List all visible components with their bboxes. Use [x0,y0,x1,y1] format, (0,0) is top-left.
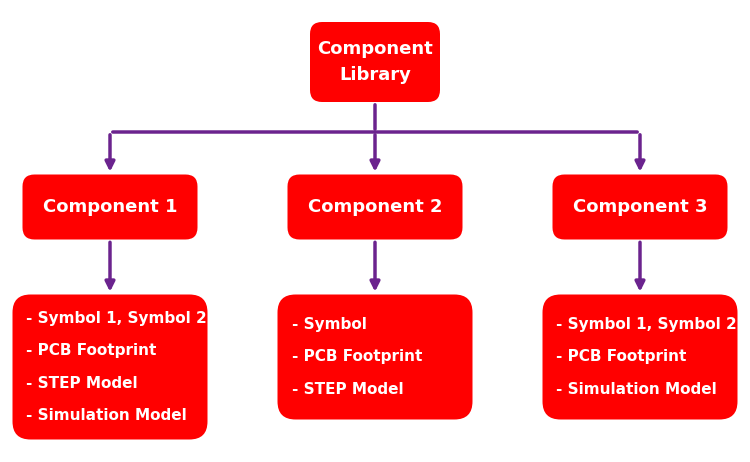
Text: - PCB Footprint: - PCB Footprint [292,349,422,365]
Text: - STEP Model: - STEP Model [26,376,138,390]
Text: Component
Library: Component Library [317,41,433,84]
Text: - PCB Footprint: - PCB Footprint [556,349,687,365]
Text: Component 2: Component 2 [308,198,442,216]
FancyBboxPatch shape [553,175,728,239]
Text: - Symbol 1, Symbol 2...: - Symbol 1, Symbol 2... [26,311,224,327]
Text: - PCB Footprint: - PCB Footprint [26,344,157,359]
FancyBboxPatch shape [278,294,472,419]
FancyBboxPatch shape [287,175,463,239]
FancyBboxPatch shape [542,294,737,419]
FancyBboxPatch shape [13,294,208,439]
Text: Component 1: Component 1 [43,198,177,216]
FancyBboxPatch shape [310,22,440,102]
Text: - Simulation Model: - Simulation Model [556,382,717,396]
Text: Component 3: Component 3 [573,198,707,216]
Text: - Symbol 1, Symbol 2...: - Symbol 1, Symbol 2... [556,317,750,333]
Text: - Simulation Model: - Simulation Model [26,407,188,423]
Text: - Symbol: - Symbol [292,317,366,333]
Text: - STEP Model: - STEP Model [292,382,404,396]
FancyBboxPatch shape [22,175,197,239]
